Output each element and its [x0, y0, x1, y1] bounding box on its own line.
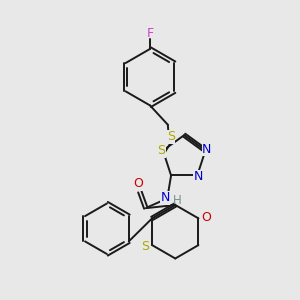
Text: O: O	[201, 211, 211, 224]
Text: S: S	[141, 240, 149, 253]
Text: N: N	[160, 191, 170, 204]
Text: N: N	[194, 170, 203, 184]
Text: O: O	[134, 177, 143, 190]
Text: H: H	[173, 194, 182, 207]
Text: F: F	[146, 27, 154, 40]
Text: S: S	[167, 130, 175, 143]
Text: S: S	[158, 144, 166, 157]
Text: N: N	[202, 142, 212, 156]
